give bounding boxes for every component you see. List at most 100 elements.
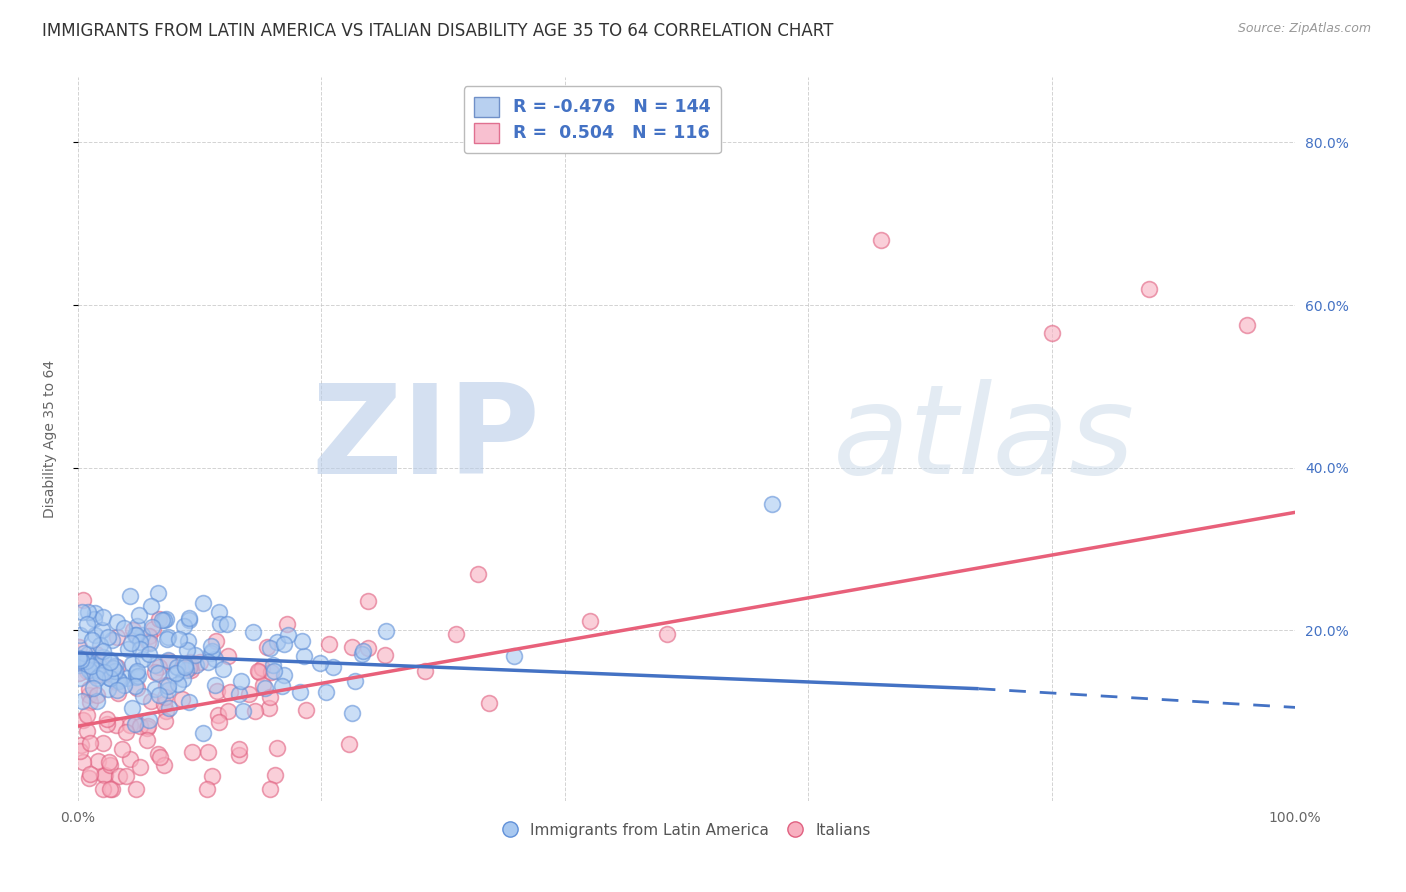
Point	[157, 654, 180, 668]
Point	[1137, 282, 1160, 296]
Point	[174, 659, 197, 673]
Point	[290, 685, 312, 699]
Point	[273, 667, 295, 681]
Point	[148, 612, 170, 626]
Point	[177, 660, 200, 674]
Point	[155, 612, 177, 626]
Point	[228, 687, 250, 701]
Point	[413, 664, 436, 678]
Point	[155, 678, 177, 692]
Point	[87, 754, 110, 768]
Point	[124, 717, 146, 731]
Point	[155, 704, 177, 718]
Point	[356, 641, 378, 656]
Point	[444, 627, 467, 641]
Point	[124, 670, 146, 684]
Point	[152, 613, 174, 627]
Point	[120, 589, 142, 603]
Point	[98, 757, 121, 772]
Point	[156, 682, 179, 697]
Point	[195, 781, 218, 796]
Point	[152, 697, 174, 711]
Point	[67, 657, 90, 672]
Point	[115, 724, 138, 739]
Point	[98, 671, 121, 685]
Point	[128, 607, 150, 622]
Point	[128, 635, 150, 649]
Point	[105, 615, 128, 630]
Point	[96, 717, 118, 731]
Point	[72, 593, 94, 607]
Point	[277, 628, 299, 642]
Point	[138, 713, 160, 727]
Point	[342, 640, 364, 655]
Point	[204, 652, 226, 666]
Point	[156, 680, 179, 694]
Point	[138, 629, 160, 643]
Point	[156, 632, 179, 646]
Point	[84, 655, 107, 669]
Point	[344, 674, 367, 689]
Text: atlas: atlas	[832, 379, 1135, 500]
Point	[157, 700, 180, 714]
Point	[252, 678, 274, 692]
Point	[228, 741, 250, 756]
Point	[375, 624, 398, 638]
Point	[150, 613, 173, 627]
Point	[374, 648, 396, 662]
Point	[79, 663, 101, 677]
Point	[256, 640, 278, 654]
Point	[76, 616, 98, 631]
Text: IMMIGRANTS FROM LATIN AMERICA VS ITALIAN DISABILITY AGE 35 TO 64 CORRELATION CHA: IMMIGRANTS FROM LATIN AMERICA VS ITALIAN…	[42, 22, 834, 40]
Point	[112, 621, 135, 635]
Point	[86, 648, 108, 662]
Point	[276, 616, 298, 631]
Point	[115, 769, 138, 783]
Point	[201, 643, 224, 657]
Point	[247, 665, 270, 679]
Point	[124, 679, 146, 693]
Point	[228, 748, 250, 763]
Y-axis label: Disability Age 35 to 64: Disability Age 35 to 64	[44, 360, 58, 518]
Point	[200, 646, 222, 660]
Point	[100, 633, 122, 648]
Point	[197, 745, 219, 759]
Point	[86, 688, 108, 702]
Point	[135, 721, 157, 735]
Point	[125, 628, 148, 642]
Point	[309, 657, 332, 671]
Point	[97, 630, 120, 644]
Point	[503, 648, 526, 663]
Point	[141, 620, 163, 634]
Point	[91, 610, 114, 624]
Point	[84, 627, 107, 641]
Point	[107, 685, 129, 699]
Point	[75, 653, 97, 667]
Point	[167, 632, 190, 646]
Point	[191, 596, 214, 610]
Point	[93, 667, 115, 681]
Point	[260, 665, 283, 679]
Point	[142, 622, 165, 636]
Point	[91, 736, 114, 750]
Point	[104, 674, 127, 689]
Point	[104, 658, 127, 673]
Point	[139, 599, 162, 613]
Point	[93, 768, 115, 782]
Point	[176, 643, 198, 657]
Point	[83, 606, 105, 620]
Point	[205, 633, 228, 648]
Point	[69, 653, 91, 667]
Point	[86, 693, 108, 707]
Point	[124, 627, 146, 641]
Point	[148, 665, 170, 680]
Point	[118, 718, 141, 732]
Point	[761, 497, 783, 511]
Point	[143, 657, 166, 672]
Point	[125, 666, 148, 681]
Legend: Immigrants from Latin America, Italians: Immigrants from Latin America, Italians	[496, 817, 876, 844]
Point	[125, 618, 148, 632]
Point	[232, 705, 254, 719]
Point	[315, 685, 337, 699]
Point	[266, 740, 288, 755]
